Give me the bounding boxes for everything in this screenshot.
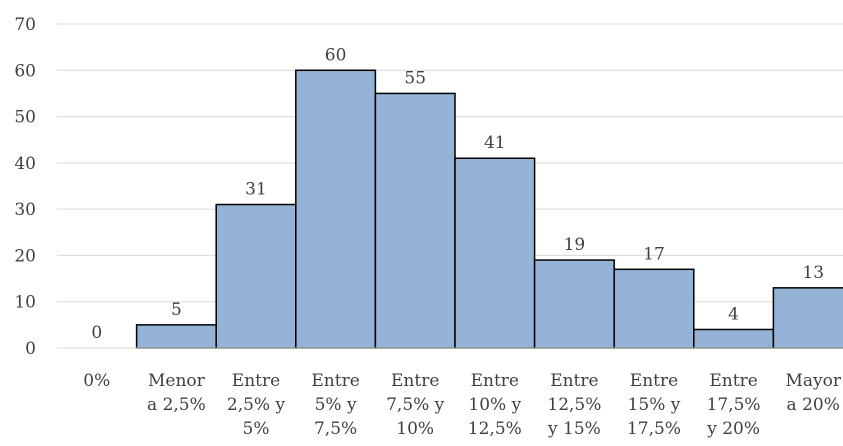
bar: [533, 259, 615, 349]
bar: [374, 92, 456, 349]
data-label: 0: [91, 323, 102, 343]
x-category-label: Menor a 2,5%: [147, 371, 206, 415]
bar: [454, 157, 536, 349]
bar: [135, 324, 217, 349]
x-category-label-line: Menor: [148, 371, 206, 391]
x-category-label-line: 17,5%: [707, 395, 761, 415]
x-category-label-line: y 15%: [547, 419, 601, 439]
bar: [693, 328, 775, 349]
data-label: 5: [171, 300, 182, 320]
x-category-label-line: 7,5%: [314, 419, 357, 439]
x-category-label-line: 12,5%: [547, 395, 601, 415]
x-category-label: Entre 7,5% y 10%: [386, 371, 445, 439]
bar: [295, 69, 377, 349]
x-category-label-line: Entre: [391, 371, 439, 391]
x-category-label: Entre 2,5% y 5%: [227, 371, 286, 439]
bar: [772, 287, 843, 349]
y-tick-label: 60: [14, 61, 36, 81]
y-tick-label: 40: [14, 154, 36, 174]
y-tick-label: 70: [14, 15, 36, 35]
x-category-label-line: Entre: [550, 371, 598, 391]
bar: [215, 203, 297, 349]
data-label: 31: [245, 180, 267, 200]
y-axis-ticks: 0 10 20 30 40 50 60 70: [14, 15, 36, 359]
x-category-label: Entre 12,5% y 15%: [547, 371, 601, 439]
x-category-label: Entre 17,5% y 20%: [706, 371, 760, 439]
x-category-label-line: 7,5% y: [386, 395, 445, 415]
y-tick-label: 50: [14, 108, 36, 128]
data-label: 55: [404, 68, 426, 88]
x-category-label-line: a 20%: [787, 395, 840, 415]
x-category-label-line: 5%: [243, 419, 270, 439]
x-category-label-line: Entre: [709, 371, 757, 391]
data-label: 17: [643, 244, 665, 264]
x-category-label-line: 10%: [396, 419, 434, 439]
x-axis-categories: 0% Menor a 2,5%Entre 2,5% y 5%Entre 5% y 7,5%E…: [83, 371, 842, 439]
x-category-label-line: 5% y: [315, 395, 357, 415]
x-category-label-line: Entre: [232, 371, 280, 391]
x-category-label-line: Entre: [630, 371, 678, 391]
y-tick-label: 0: [25, 339, 36, 359]
x-category-label-line: Entre: [311, 371, 359, 391]
data-label: 19: [564, 235, 586, 255]
data-label: 4: [728, 304, 739, 324]
bar: [613, 268, 695, 349]
x-category-label-line: a 2,5%: [147, 395, 206, 415]
x-category-label-line: y 20%: [706, 419, 760, 439]
x-category-label: 0%: [83, 371, 110, 391]
y-tick-label: 10: [14, 293, 36, 313]
data-label: 60: [325, 45, 347, 65]
x-category-label-line: Entre: [471, 371, 519, 391]
x-category-label: Entre 15% y 17,5%: [627, 371, 681, 439]
x-category-label-line: Mayor: [785, 371, 841, 391]
x-category-label-line: 17,5%: [627, 419, 681, 439]
x-category-label-line: 12,5%: [468, 419, 522, 439]
x-category-label: Entre 10% y 12,5%: [468, 371, 522, 439]
x-category-label: Mayor a 20%: [785, 371, 841, 415]
x-category-label-line: 15% y: [628, 395, 681, 415]
x-category-label-line: 2,5% y: [227, 395, 286, 415]
y-tick-label: 30: [14, 200, 36, 220]
data-label: 41: [484, 133, 506, 153]
x-category-label: Entre 5% y 7,5%: [311, 371, 359, 439]
x-category-label-line: 10% y: [468, 395, 521, 415]
x-category-label-line: 0%: [83, 371, 110, 391]
data-label: 13: [802, 263, 824, 283]
data-labels: 0 5 31 60 55 41 19 17 4 13: [91, 45, 824, 343]
y-tick-label: 20: [14, 246, 36, 266]
